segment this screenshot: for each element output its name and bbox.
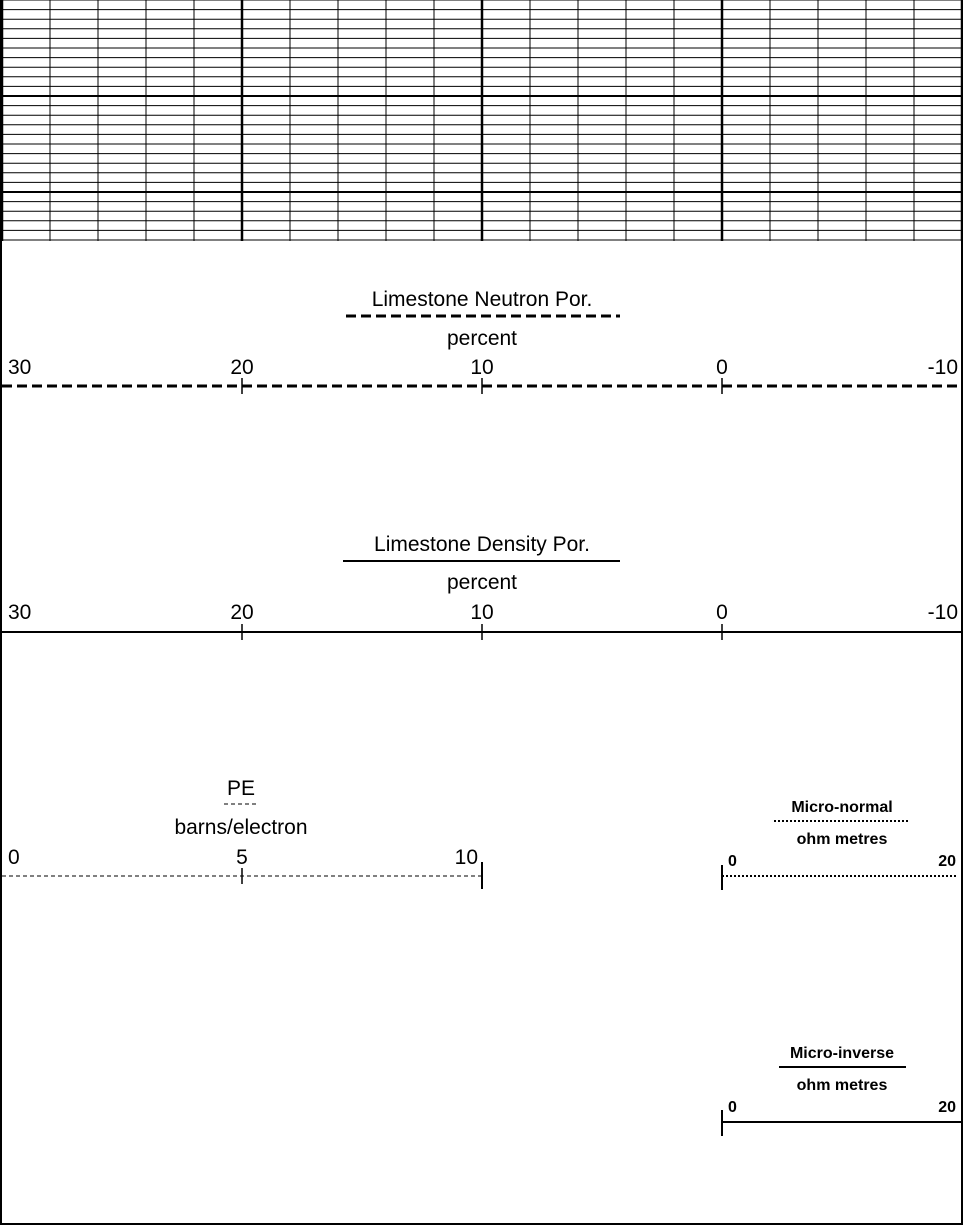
scale-tick-label: 0 — [716, 356, 728, 379]
scale-tick-label: 30 — [8, 601, 31, 624]
neutron-ticks: 30 20 10 0 -10 — [8, 356, 958, 394]
pe-scale: PE barns/electron 0 5 10 — [2, 777, 483, 889]
scale-tick-label: 20 — [230, 356, 253, 379]
micro-normal-title: Micro-normal — [791, 799, 892, 816]
pe-title: PE — [227, 777, 255, 800]
micro-inverse-title: Micro-inverse — [790, 1045, 894, 1062]
scale-tick-label: 0 — [716, 601, 728, 624]
micro-normal-unit: ohm metres — [797, 831, 888, 848]
micro-normal-tick-label: 20 — [938, 853, 956, 870]
density-title: Limestone Density Por. — [374, 533, 590, 556]
scale-tick-label: 5 — [236, 846, 248, 869]
density-scale: Limestone Density Por. percent 30 20 10 0 -1… — [2, 533, 962, 640]
scale-tick-label: -10 — [928, 601, 958, 624]
micro-normal-tick-label: 0 — [728, 853, 737, 870]
micro-normal-scale: Micro-normal ohm metres 0 20 — [721, 799, 958, 890]
scale-tick-label: 30 — [8, 356, 31, 379]
micro-inverse-scale: Micro-inverse ohm metres 0 20 — [721, 1045, 962, 1136]
neutron-scale: Limestone Neutron Por. percent 30 20 10 0 -1… — [2, 288, 962, 394]
scale-tick-label: 10 — [455, 846, 478, 869]
log-grid — [0, 0, 963, 241]
scale-tick-label: -10 — [928, 356, 958, 379]
scale-tick-label: 10 — [470, 601, 493, 624]
neutron-unit: percent — [447, 327, 517, 350]
scale-tick-label: 10 — [470, 356, 493, 379]
micro-inverse-unit: ohm metres — [797, 1077, 888, 1094]
scale-tick-label: 0 — [8, 846, 20, 869]
pe-unit: barns/electron — [174, 816, 307, 839]
neutron-title: Limestone Neutron Por. — [372, 288, 593, 311]
micro-inverse-tick-label: 0 — [728, 1099, 737, 1116]
scale-tick-label: 20 — [230, 601, 253, 624]
density-unit: percent — [447, 571, 517, 594]
pe-ticks: 0 5 10 — [8, 846, 478, 884]
micro-inverse-tick-label: 20 — [938, 1099, 956, 1116]
density-ticks: 30 20 10 0 -10 — [8, 601, 958, 640]
